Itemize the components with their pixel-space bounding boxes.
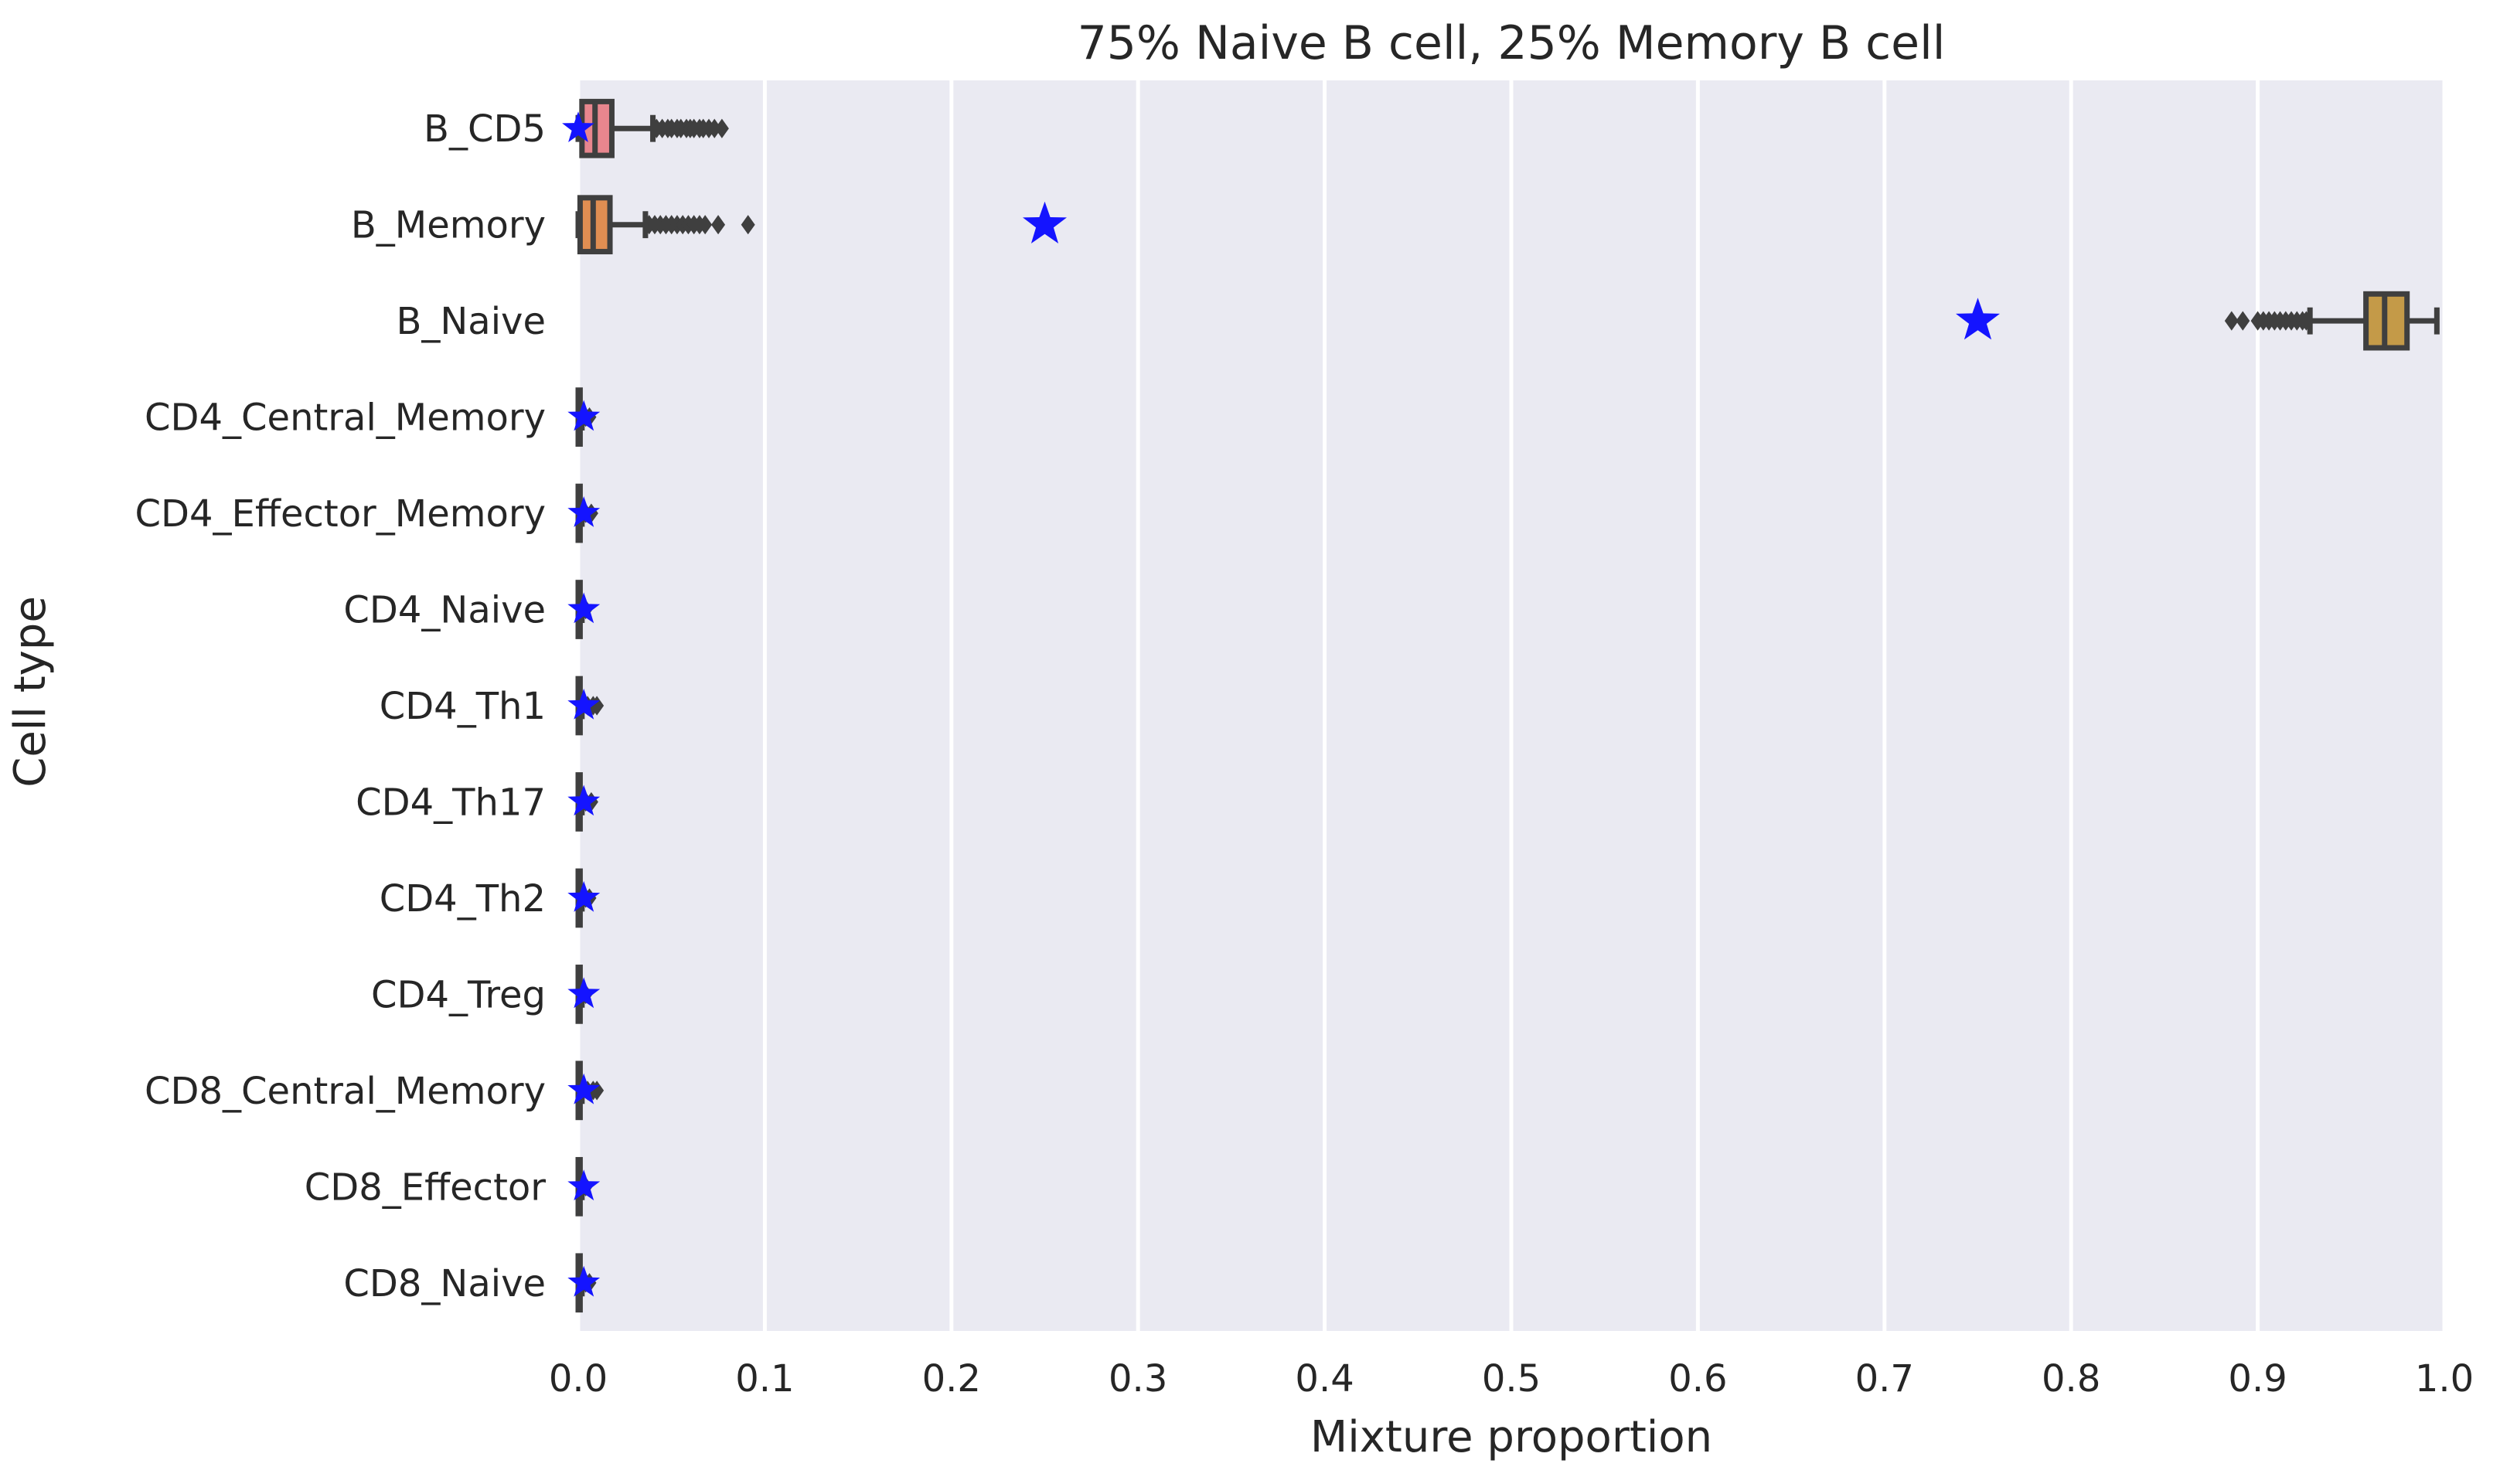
true-proportion-star [567,1265,601,1297]
x-tick-label: 0.2 [922,1357,981,1401]
y-tick-label: CD4_Effector_Memory [135,492,546,536]
y-tick-label: CD4_Th1 [380,685,546,728]
y-axis-ticks: B_CD5 B_Memory B_Naive CD4_Central_Memory CD… [135,107,547,1305]
true-proportion-star [567,400,601,431]
y-tick-label: B_Memory [351,204,546,247]
true-proportion-star [567,689,601,720]
true-proportion-star [567,592,601,624]
x-axis-label: Mixture proportion [1310,1412,1712,1462]
true-proportion-star [567,880,601,912]
y-tick-label: CD8_Naive [343,1262,546,1305]
outlier-point [2236,311,2250,331]
y-tick-label: CD8_Effector [305,1166,547,1209]
y-axis-label: Cell type [5,596,56,788]
true-proportion-star [567,1169,601,1201]
true-proportion-star [567,785,601,816]
y-tick-label: CD8_Central_Memory [145,1070,546,1113]
y-tick-label: CD4_Naive [343,589,546,632]
outlier-point [714,118,729,138]
x-tick-label: 0.9 [2228,1357,2287,1401]
y-tick-label: B_CD5 [424,107,546,151]
x-tick-label: 0.8 [2042,1357,2100,1401]
outlier-point [707,118,722,138]
true-proportion-star [567,496,601,527]
outlier-point [741,215,755,235]
outlier-point [698,215,713,235]
outlier-point [2224,311,2239,331]
true-proportion-star [567,1073,601,1104]
x-tick-label: 0.3 [1109,1357,1167,1401]
x-tick-label: 0.7 [1855,1357,1914,1401]
x-tick-label: 0.6 [1668,1357,1727,1401]
x-tick-label: 0.1 [735,1357,794,1401]
y-tick-label: CD4_Th2 [380,877,546,921]
true-proportion-star [567,977,601,1009]
true-proportion-star [562,111,594,142]
true-proportion-star [1956,298,2000,340]
x-tick-label: 0.5 [1482,1357,1541,1401]
y-tick-label: CD4_Treg [371,973,546,1016]
y-tick-label: CD4_Central_Memory [145,397,546,440]
y-tick-label: B_Naive [396,300,546,343]
x-tick-label: 0.4 [1295,1357,1354,1401]
x-tick-label: 0.0 [549,1357,608,1401]
y-tick-label: CD4_Th17 [356,781,546,824]
grid-lines [576,80,2447,1331]
x-tick-label: 1.0 [2415,1357,2474,1401]
box-B_CD5 [575,98,729,158]
x-axis-ticks: 0.0 0.1 0.2 0.3 0.4 0.5 0.6 0.7 0.8 0.9 1.0 [549,1357,2474,1401]
true-proportion-markers [562,111,2000,1297]
box-B_Memory [575,195,755,255]
outlier-point [2299,311,2314,331]
box-B_Naive [2224,291,2440,351]
outlier-point [711,215,726,235]
true-proportion-star [1023,201,1067,243]
chart-title: 75% Naive B cell, 25% Memory B cell [1078,16,1946,70]
